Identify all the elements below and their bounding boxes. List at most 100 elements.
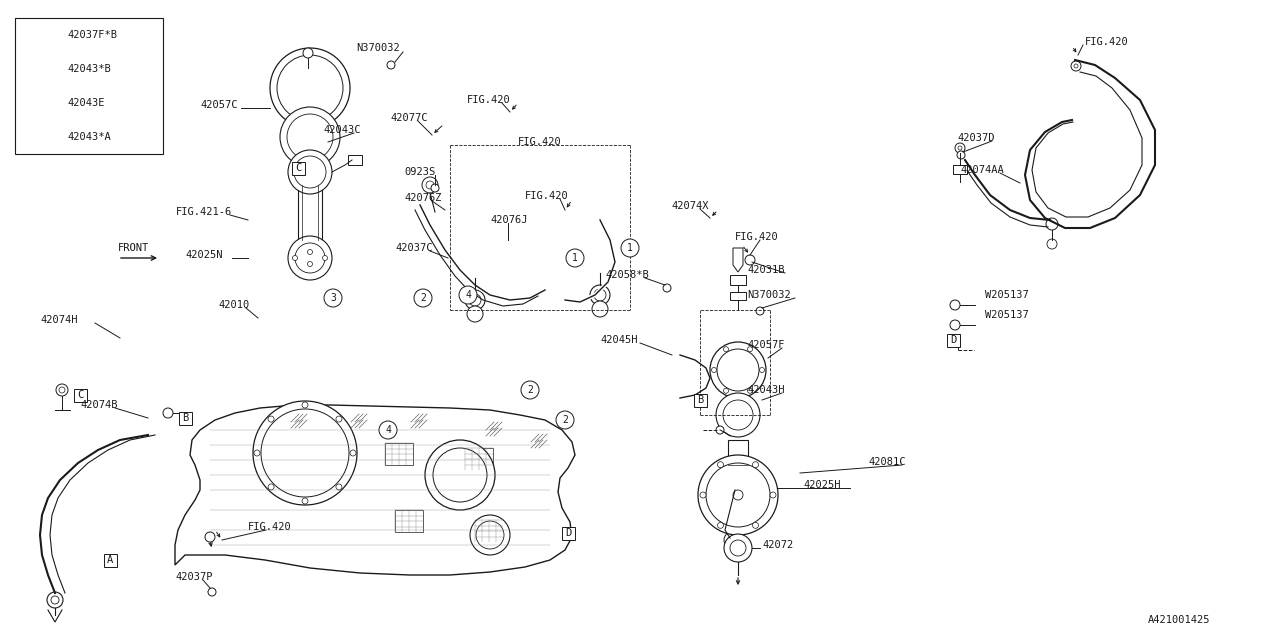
Text: 0923S: 0923S xyxy=(404,167,435,177)
Text: N370032: N370032 xyxy=(748,290,791,300)
Bar xyxy=(396,510,422,532)
Polygon shape xyxy=(175,405,575,575)
Text: W205137: W205137 xyxy=(986,310,1029,320)
Polygon shape xyxy=(733,248,742,272)
Text: 42081C: 42081C xyxy=(868,457,905,467)
Circle shape xyxy=(724,534,753,562)
Text: 42037C: 42037C xyxy=(396,243,433,253)
Circle shape xyxy=(287,114,333,160)
Text: 42077C: 42077C xyxy=(390,113,428,123)
Text: 2: 2 xyxy=(35,64,41,74)
Circle shape xyxy=(253,401,357,505)
Circle shape xyxy=(745,255,755,265)
Circle shape xyxy=(723,400,753,430)
Text: 42058*B: 42058*B xyxy=(605,270,649,280)
Text: 42072: 42072 xyxy=(762,540,794,550)
Circle shape xyxy=(753,522,759,528)
Circle shape xyxy=(718,522,723,528)
Circle shape xyxy=(268,416,274,422)
Circle shape xyxy=(294,156,326,188)
Text: A421001425: A421001425 xyxy=(1148,615,1211,625)
Circle shape xyxy=(700,492,707,498)
Circle shape xyxy=(163,408,173,418)
Circle shape xyxy=(717,349,759,391)
Circle shape xyxy=(718,461,723,468)
Circle shape xyxy=(1074,64,1078,68)
Circle shape xyxy=(422,177,438,193)
Text: W205137: W205137 xyxy=(986,290,1029,300)
Circle shape xyxy=(467,306,483,322)
Circle shape xyxy=(1046,218,1059,230)
Circle shape xyxy=(288,150,332,194)
Circle shape xyxy=(707,463,771,527)
Circle shape xyxy=(280,107,340,167)
Circle shape xyxy=(748,388,753,394)
Circle shape xyxy=(460,286,477,304)
Bar xyxy=(730,275,746,285)
Circle shape xyxy=(349,450,356,456)
Bar xyxy=(562,527,575,540)
Text: 42043C: 42043C xyxy=(323,125,361,135)
Bar xyxy=(298,185,323,240)
Bar xyxy=(178,412,192,424)
Bar xyxy=(104,554,116,566)
Text: 1: 1 xyxy=(572,253,579,263)
Text: 42076J: 42076J xyxy=(490,215,527,225)
Text: FIG.420: FIG.420 xyxy=(735,232,778,242)
Circle shape xyxy=(716,426,724,434)
Text: 4: 4 xyxy=(35,132,41,142)
Text: 42037D: 42037D xyxy=(957,133,995,143)
Bar xyxy=(348,155,362,165)
Text: 3: 3 xyxy=(330,293,335,303)
Text: 4: 4 xyxy=(385,425,390,435)
Circle shape xyxy=(335,484,342,490)
Circle shape xyxy=(56,384,68,396)
Circle shape xyxy=(323,255,328,260)
Text: D: D xyxy=(564,528,571,538)
Circle shape xyxy=(698,455,778,535)
Text: 42025N: 42025N xyxy=(186,250,223,260)
Bar xyxy=(292,161,305,175)
Text: FIG.421-6: FIG.421-6 xyxy=(177,207,232,217)
Circle shape xyxy=(387,61,396,69)
Circle shape xyxy=(261,409,349,497)
Circle shape xyxy=(566,249,584,267)
Text: 42074B: 42074B xyxy=(81,400,118,410)
Text: 42057C: 42057C xyxy=(200,100,238,110)
Text: 42043*B: 42043*B xyxy=(67,64,111,74)
Circle shape xyxy=(59,387,65,393)
Circle shape xyxy=(307,250,312,255)
Circle shape xyxy=(521,381,539,399)
Text: FIG.420: FIG.420 xyxy=(467,95,511,105)
Text: FIG.420: FIG.420 xyxy=(248,522,292,532)
Circle shape xyxy=(468,294,481,306)
Text: C: C xyxy=(294,163,301,173)
Text: 2: 2 xyxy=(420,293,426,303)
Circle shape xyxy=(556,411,573,429)
Text: FIG.420: FIG.420 xyxy=(525,191,568,201)
Bar xyxy=(15,18,163,154)
Circle shape xyxy=(209,588,216,596)
Circle shape xyxy=(730,540,746,556)
Text: C: C xyxy=(77,390,83,400)
Circle shape xyxy=(29,94,47,112)
Circle shape xyxy=(756,307,764,315)
Text: 42043E: 42043E xyxy=(67,98,105,108)
Text: 42025H: 42025H xyxy=(803,480,841,490)
Circle shape xyxy=(470,515,509,555)
Circle shape xyxy=(413,289,433,307)
Circle shape xyxy=(957,151,965,159)
Bar xyxy=(946,333,960,346)
Text: 42074AA: 42074AA xyxy=(960,165,1004,175)
Circle shape xyxy=(293,255,297,260)
Circle shape xyxy=(723,347,728,352)
Circle shape xyxy=(29,60,47,78)
Circle shape xyxy=(621,239,639,257)
Bar xyxy=(465,448,493,470)
Text: 42031B: 42031B xyxy=(748,265,785,275)
Text: 42037P: 42037P xyxy=(175,572,212,582)
Text: B: B xyxy=(696,395,703,405)
Circle shape xyxy=(771,492,776,498)
Circle shape xyxy=(29,26,47,44)
Circle shape xyxy=(205,532,215,542)
